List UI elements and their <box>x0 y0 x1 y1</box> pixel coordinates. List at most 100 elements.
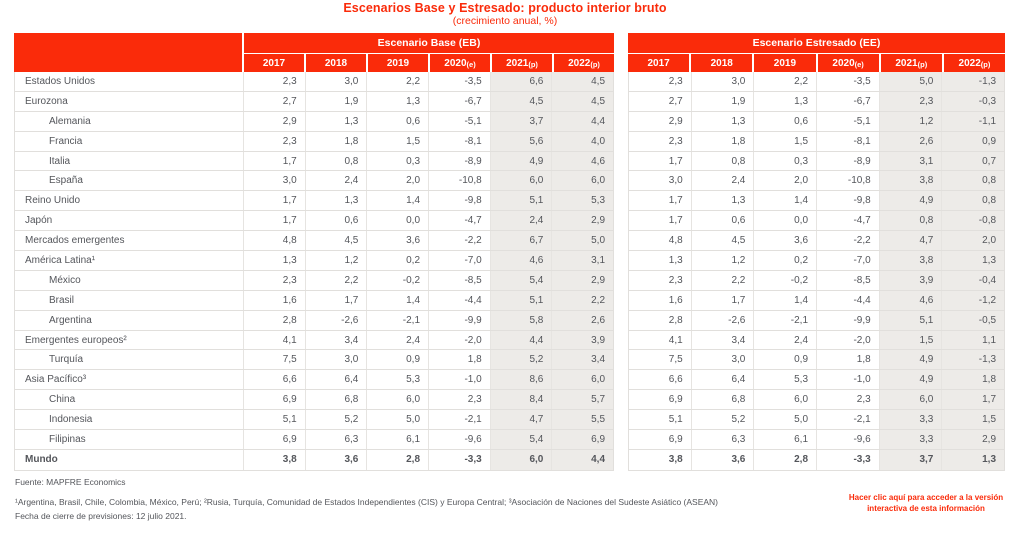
data-cell: 3,6 <box>366 231 428 251</box>
data-cell: 2,4 <box>690 171 754 191</box>
table-row: 1,7 1,3 1,4 -9,8 4,9 0,8 <box>629 191 1005 212</box>
table-row: 5,1 5,2 5,0 -2,1 3,3 1,5 <box>629 410 1005 431</box>
year-label: 2017 <box>262 57 286 69</box>
data-cell: -8,9 <box>816 151 879 171</box>
data-cell: 0,9 <box>366 350 428 370</box>
data-cell: 3,8 <box>878 171 942 191</box>
data-cell: 4,7 <box>878 231 942 251</box>
data-cell: 7,5 <box>668 354 683 366</box>
table-escenario-base: Escenario Base (EB) 2017 2018 2019 2020 (e) 20… <box>14 33 614 471</box>
footnote-regions: ¹Argentina, Brasil, Chile, Colombia, Méx… <box>15 497 719 507</box>
data-cell: 1,1 <box>941 330 1005 350</box>
year-label: 2022 <box>568 57 591 69</box>
year-label: 2018 <box>324 57 348 69</box>
data-cell: 3,4 <box>304 330 367 350</box>
data-cell: 6,0 <box>878 390 942 410</box>
data-cell: 5,6 <box>489 131 552 151</box>
data-cell: 6,0 <box>551 171 614 191</box>
data-cell: 6,1 <box>753 430 816 449</box>
interactive-version-link[interactable]: Hacer clic aquí para acceder a la versió… <box>848 493 1004 513</box>
year-suffix: (p) <box>917 59 928 69</box>
data-cell: 5,3 <box>366 370 428 390</box>
table-row: Japón 1,7 0,6 0,0 -4,7 2,4 2,9 <box>15 211 614 232</box>
data-cell: 2,3 <box>243 270 305 290</box>
table-row: 2,9 1,3 0,6 -5,1 1,2 -1,1 <box>629 111 1005 132</box>
table-row: 6,9 6,3 6,1 -9,6 3,3 2,9 <box>629 430 1005 450</box>
table-body: 2,3 3,0 2,2 -3,5 5,0 -1,3 2,7 1,9 1,3 -6,7 2,3 -0,3… <box>628 72 1005 471</box>
table-escenario-estresado: Escenario Estresado (EE) 2017 2018 2019 2020… <box>628 33 1006 471</box>
data-cell: -6,7 <box>816 91 879 111</box>
row-label: Reino Unido <box>25 195 81 207</box>
data-cell: 1,7 <box>304 290 367 310</box>
data-cell: 2,9 <box>243 111 305 131</box>
data-cell: -0,2 <box>366 270 428 290</box>
row-label: Italia <box>49 155 71 167</box>
data-cell: 5,4 <box>489 270 552 290</box>
data-cell: 4,9 <box>489 151 552 171</box>
data-cell: 1,3 <box>668 254 683 266</box>
data-cell: -2,6 <box>690 310 754 330</box>
row-label: Asia Pacífico³ <box>25 374 87 386</box>
data-cell: 1,8 <box>816 350 879 370</box>
data-cell: 1,7 <box>668 155 683 167</box>
data-cell: 0,9 <box>753 350 816 370</box>
year-suffix: (p) <box>528 59 538 69</box>
table-row: 2,3 1,8 1,5 -8,1 2,6 0,9 <box>629 131 1005 152</box>
data-cell: 3,0 <box>690 72 754 91</box>
data-cell: -0,8 <box>941 211 1005 231</box>
row-label: Brasil <box>49 294 75 306</box>
year-header-cell: 2022 (p) <box>941 54 1006 72</box>
row-label: Mercados emergentes <box>25 235 125 247</box>
data-cell: 4,8 <box>243 231 305 251</box>
row-label: Filipinas <box>49 433 86 445</box>
data-cell: 3,8 <box>878 251 942 270</box>
data-cell: 2,3 <box>243 131 305 151</box>
row-label: Francia <box>49 135 83 147</box>
scenario-banner: Escenario Base (EB) <box>244 33 614 53</box>
row-label: Argentina <box>49 314 92 326</box>
data-cell: 0,0 <box>753 211 816 231</box>
data-cell: 2,3 <box>243 72 305 91</box>
data-cell: -9,9 <box>428 310 490 330</box>
data-cell: 5,8 <box>489 310 552 330</box>
data-cell: 3,9 <box>878 270 942 290</box>
year-header-cell: 2020 (e) <box>815 54 879 72</box>
table-row: 6,6 6,4 5,3 -1,0 4,9 1,8 <box>629 370 1005 391</box>
table-row: 6,9 6,8 6,0 2,3 6,0 1,7 <box>629 390 1005 411</box>
data-cell: -2,6 <box>304 310 367 330</box>
table-row: Estados Unidos 2,3 3,0 2,2 -3,5 6,6 4,5 <box>15 72 614 92</box>
data-cell: -0,5 <box>941 310 1005 330</box>
table-row: Brasil 1,6 1,7 1,4 -4,4 5,1 2,2 <box>15 290 614 311</box>
data-cell: 6,0 <box>366 390 428 410</box>
year-header-row: 2017 2018 2019 2020 (e) 2021 (p) 2022 (p) <box>244 53 614 72</box>
data-cell: 4,0 <box>551 131 614 151</box>
data-cell: 1,3 <box>366 91 428 111</box>
data-cell: 5,1 <box>489 290 552 310</box>
table-row: 2,3 3,0 2,2 -3,5 5,0 -1,3 <box>629 72 1005 92</box>
table-row: 7,5 3,0 0,9 1,8 4,9 -1,3 <box>629 350 1005 371</box>
table-row: Eurozona 2,7 1,9 1,3 -6,7 4,5 4,5 <box>15 91 614 112</box>
data-cell: 6,9 <box>668 433 683 445</box>
row-label: América Latina¹ <box>25 254 96 266</box>
data-cell: 6,0 <box>489 449 552 470</box>
data-cell: 3,4 <box>551 350 614 370</box>
data-cell: 1,3 <box>304 111 367 131</box>
data-cell: -9,6 <box>816 430 879 449</box>
data-cell: 1,8 <box>690 131 754 151</box>
data-cell: -5,1 <box>428 111 490 131</box>
data-cell: -3,5 <box>428 72 490 91</box>
data-cell: 0,6 <box>690 211 754 231</box>
data-cell: 6,4 <box>304 370 367 390</box>
data-cell: 5,5 <box>551 410 614 430</box>
row-label: Indonesia <box>49 414 93 426</box>
data-cell: 1,7 <box>668 215 683 227</box>
data-cell: 5,2 <box>489 350 552 370</box>
table-header: Escenario Estresado (EE) 2017 2018 2019 2020… <box>628 33 1006 72</box>
data-cell: 2,3 <box>668 135 683 147</box>
data-cell: -5,1 <box>816 111 879 131</box>
data-cell: -1,2 <box>941 290 1005 310</box>
data-cell: 2,3 <box>668 274 683 286</box>
page-title: Escenarios Base y Estresado: producto in… <box>343 1 667 15</box>
data-cell: 3,0 <box>304 72 367 91</box>
data-cell: 5,1 <box>668 414 683 426</box>
